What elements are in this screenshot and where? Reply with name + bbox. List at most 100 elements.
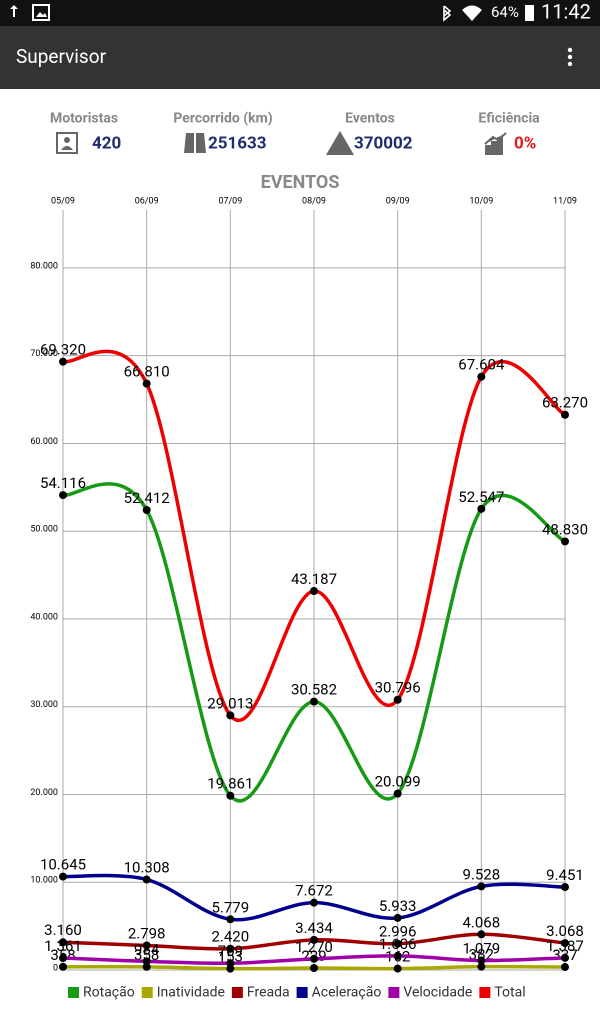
- road-icon: [184, 133, 206, 153]
- data-label: 29.013: [207, 694, 253, 712]
- y-tick-label: 50.000: [30, 525, 58, 535]
- data-point: [310, 697, 318, 706]
- data-point: [477, 930, 486, 939]
- data-label: 5.779: [211, 898, 249, 916]
- data-label: 153: [218, 948, 243, 966]
- data-point: [226, 711, 235, 720]
- image-icon: [32, 4, 50, 21]
- data-label: 52.412: [124, 489, 170, 507]
- data-label: 19.861: [207, 775, 253, 793]
- legend-swatch: [296, 987, 308, 998]
- data-point: [310, 954, 318, 963]
- data-label: 69.320: [40, 341, 86, 359]
- data-label: 30.582: [291, 681, 337, 699]
- legend-swatch: [68, 987, 79, 998]
- data-point: [142, 962, 151, 971]
- overflow-menu[interactable]: [567, 47, 573, 67]
- data-label: 43.187: [291, 570, 337, 588]
- data-label: 2.996: [379, 923, 417, 941]
- stat-label: Motoristas: [50, 111, 118, 127]
- data-label: 3.160: [44, 921, 82, 939]
- legend-label: Total: [494, 985, 525, 1001]
- data-label: 54.116: [40, 474, 86, 492]
- y-tick-label: 60.000: [30, 437, 58, 447]
- data-label: 358: [134, 946, 159, 964]
- data-point: [393, 913, 402, 922]
- stat-value: 251633: [208, 133, 267, 153]
- x-tick-label: 10/09: [469, 196, 493, 206]
- data-label: 2.420: [211, 928, 249, 946]
- data-point: [59, 962, 67, 971]
- data-point: [561, 537, 569, 546]
- stat-value: 0%: [514, 133, 536, 153]
- usb-icon: [10, 5, 18, 17]
- data-point: [477, 956, 486, 965]
- data-point: [393, 964, 402, 973]
- data-point: [310, 586, 318, 595]
- data-point: [477, 962, 486, 971]
- bluetooth-icon: [443, 5, 452, 22]
- data-point: [561, 939, 569, 948]
- battery-level: 64%: [491, 3, 519, 21]
- menu-dot[interactable]: [567, 54, 573, 60]
- data-point: [226, 959, 235, 968]
- data-label: 67.604: [458, 356, 505, 374]
- legend-label: Rotação: [83, 985, 135, 1001]
- stat-label: Percorrido (km): [173, 111, 272, 127]
- menu-dot[interactable]: [567, 61, 573, 67]
- data-label: 1.270: [295, 938, 333, 956]
- data-label: 9.451: [546, 866, 584, 884]
- data-label: 3.068: [546, 922, 584, 940]
- app-title: Supervisor: [16, 45, 107, 68]
- y-tick-label: 70.000: [30, 349, 58, 359]
- y-tick-label: 30.000: [30, 700, 58, 710]
- status-bar: [0, 0, 600, 26]
- data-point: [561, 410, 569, 419]
- legend-swatch: [388, 987, 400, 998]
- driver-icon-body: [61, 146, 73, 150]
- data-label: 63.270: [542, 394, 588, 412]
- data-point: [59, 938, 67, 947]
- data-point: [393, 939, 402, 948]
- stat-label: Eventos: [345, 111, 395, 127]
- data-point: [59, 491, 67, 500]
- app-bar: [0, 26, 600, 89]
- data-point: [142, 957, 151, 966]
- data-point: [561, 883, 569, 892]
- stat-icons: [56, 131, 507, 155]
- driver-icon: [56, 132, 78, 154]
- chart-title: EVENTOS: [261, 172, 340, 193]
- data-point: [59, 872, 67, 881]
- menu-dot[interactable]: [567, 47, 573, 53]
- data-point: [142, 941, 151, 950]
- legend-label: Freada: [247, 985, 290, 1001]
- x-tick-label: 05/09: [51, 196, 75, 206]
- data-label: 7.672: [295, 882, 333, 900]
- data-point: [226, 915, 235, 924]
- legend-label: Aceleração: [312, 985, 382, 1001]
- y-tick-label: 10.000: [30, 876, 58, 886]
- data-point: [393, 951, 402, 960]
- data-label: 769: [218, 942, 243, 960]
- data-point: [477, 372, 486, 381]
- y-tick-label: 20.000: [30, 788, 58, 798]
- data-label: 3.434: [295, 919, 333, 937]
- data-point: [477, 504, 486, 513]
- image-icon-inner: [36, 12, 47, 17]
- data-label: 1.079: [462, 939, 500, 957]
- data-point: [226, 944, 235, 953]
- data-point: [561, 953, 569, 962]
- data-point: [226, 791, 235, 800]
- data-point: [310, 963, 318, 972]
- legend-swatch: [479, 987, 491, 998]
- data-point: [393, 695, 402, 704]
- data-label: 20.099: [375, 773, 421, 791]
- stat-label: Eficiência: [478, 111, 540, 127]
- data-label: 30.796: [375, 679, 421, 697]
- data-point: [477, 882, 486, 891]
- data-label: 9.528: [462, 865, 500, 883]
- data-label: 48.830: [542, 520, 588, 538]
- x-tick-label: 07/09: [218, 196, 242, 206]
- x-tick-label: 08/09: [302, 196, 326, 206]
- status-icons: [10, 4, 534, 22]
